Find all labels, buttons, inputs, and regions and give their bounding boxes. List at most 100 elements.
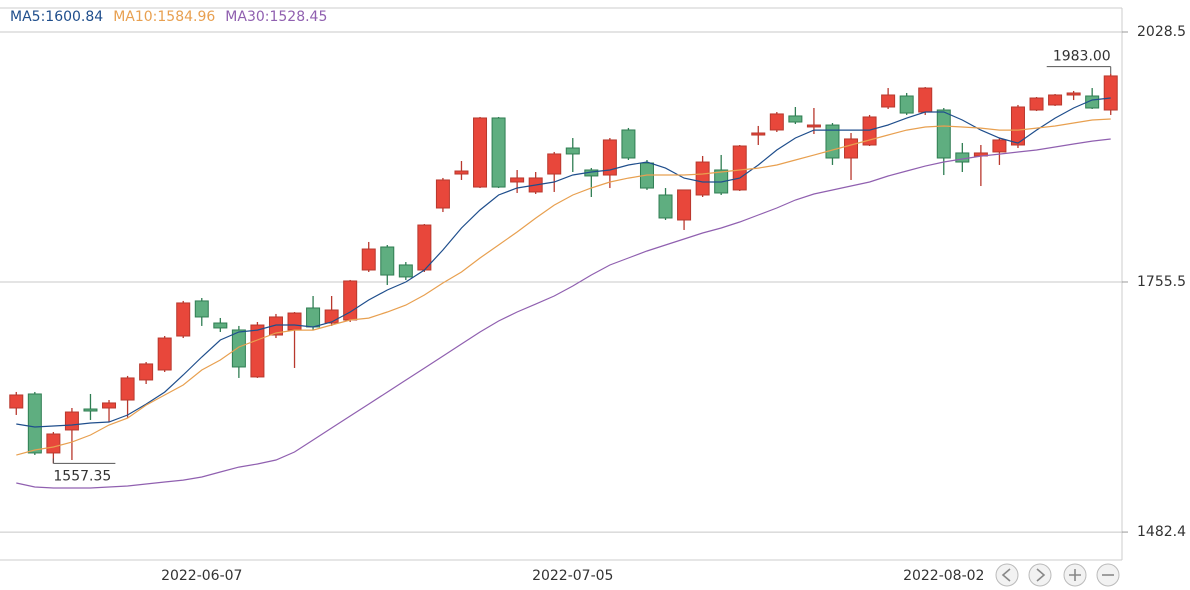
- legend-entry: MA5:1600.84: [10, 9, 103, 25]
- candle: [9, 391, 24, 415]
- candle-body: [565, 147, 580, 155]
- candle-body: [102, 402, 117, 409]
- candle-body: [732, 145, 747, 191]
- candle-body: [1066, 92, 1081, 96]
- candle-body: [176, 302, 191, 337]
- candle-body: [139, 363, 154, 381]
- legend-entry: MA10:1584.96: [113, 9, 215, 25]
- candle: [176, 300, 191, 339]
- candle-body: [510, 177, 525, 183]
- candle-body: [250, 324, 265, 378]
- candle: [751, 125, 766, 145]
- candle: [658, 188, 673, 220]
- candle: [343, 279, 358, 323]
- candle: [398, 262, 413, 280]
- candle: [1085, 88, 1100, 110]
- candle: [881, 88, 896, 110]
- candle: [992, 138, 1007, 165]
- candle: [769, 112, 784, 132]
- candle: [1103, 73, 1118, 115]
- y-tick-label: 1755.5: [1137, 274, 1186, 290]
- candle-body: [64, 411, 79, 431]
- candle-body: [213, 322, 228, 329]
- candle-body: [677, 189, 692, 221]
- candle-body: [658, 194, 673, 219]
- candle-body: [881, 94, 896, 108]
- candle-body: [361, 248, 376, 271]
- candle-body: [899, 95, 914, 114]
- candle-body: [287, 312, 302, 331]
- candle-body: [454, 170, 469, 175]
- candle: [361, 241, 376, 273]
- candle: [510, 169, 525, 193]
- candle-body: [844, 138, 859, 159]
- candle-body: [194, 300, 209, 318]
- candle-body: [473, 117, 488, 188]
- candle-body: [268, 316, 283, 336]
- candle-body: [435, 179, 450, 209]
- candle: [788, 106, 803, 125]
- candle-body: [1085, 95, 1100, 109]
- candle-body: [1010, 106, 1025, 146]
- candle: [1066, 90, 1081, 101]
- candle: [139, 362, 154, 384]
- candle-body: [1029, 97, 1044, 111]
- zoom-out-button[interactable]: [1096, 563, 1120, 587]
- candle: [231, 325, 246, 378]
- scroll-left-button[interactable]: [995, 563, 1019, 587]
- candle-body: [862, 116, 877, 146]
- candle: [677, 189, 692, 230]
- candle: [602, 138, 617, 189]
- candle-body: [918, 87, 933, 113]
- candle-body: [46, 433, 61, 454]
- candle-body: [83, 408, 98, 412]
- candle: [250, 322, 265, 378]
- candle: [695, 155, 710, 198]
- candle-body: [806, 124, 821, 128]
- candle-body: [380, 246, 395, 276]
- candle-body: [9, 394, 24, 409]
- candle-body: [306, 307, 321, 328]
- candle-body: [621, 129, 636, 159]
- candle-body: [992, 139, 1007, 153]
- x-tick-label: 2022-08-02: [903, 568, 984, 584]
- candle: [918, 87, 933, 115]
- candle: [380, 244, 395, 286]
- low-label: 1557.35: [53, 468, 111, 484]
- ma-line: [16, 138, 1111, 489]
- candle: [120, 375, 135, 418]
- candle-body: [769, 113, 784, 131]
- candle-body: [695, 161, 710, 196]
- candle-body: [825, 124, 840, 159]
- zoom-in-button[interactable]: [1063, 563, 1087, 587]
- candle: [454, 161, 469, 180]
- legend-entry: MA30:1528.45: [225, 9, 327, 25]
- candle: [565, 138, 580, 173]
- candle: [1029, 97, 1044, 112]
- candle-body: [324, 309, 339, 324]
- x-tick-label: 2022-06-07: [161, 568, 242, 584]
- candle: [102, 400, 117, 422]
- y-tick-label: 1482.4: [1137, 524, 1186, 540]
- candle-body: [231, 329, 246, 368]
- candle: [1010, 104, 1025, 149]
- scroll-right-button[interactable]: [1028, 563, 1052, 587]
- candle-body: [788, 115, 803, 123]
- candle: [1048, 93, 1063, 106]
- candle: [46, 431, 61, 464]
- candle: [621, 127, 636, 161]
- candle: [936, 107, 951, 176]
- candle-body: [547, 153, 562, 175]
- ma-line: [16, 97, 1111, 428]
- candle-body: [936, 109, 951, 159]
- high-label: 1983.00: [1053, 49, 1111, 65]
- candle: [27, 391, 42, 455]
- candle-body: [1103, 75, 1118, 111]
- candle: [491, 116, 506, 189]
- candle-body: [1048, 94, 1063, 106]
- candle-body: [602, 139, 617, 176]
- candle: [194, 298, 209, 326]
- candle-body: [398, 264, 413, 278]
- candle-body: [27, 393, 42, 454]
